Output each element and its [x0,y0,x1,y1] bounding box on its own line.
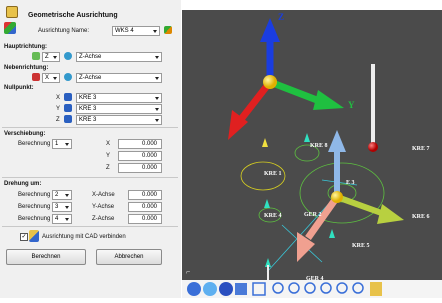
calc-label: Berechnung [18,203,50,211]
feature-label: Y [348,100,355,110]
calc-select[interactable]: 1 [52,139,72,149]
direction-select[interactable]: Z-Achse [76,73,162,83]
zoom-icon[interactable] [321,283,331,293]
feature-label: KRE 4 [264,213,282,219]
tool-icon[interactable] [187,282,201,296]
feature-label: KRE 5 [352,243,370,249]
calc-label: Berechnung [18,215,50,223]
feature-label: KRE 1 [264,171,282,177]
feature-label: KRE 8 [310,143,328,149]
section-label: Drehung um: [4,180,41,188]
axis-label: Z [56,116,60,124]
point-select[interactable]: KRE 3 [76,93,162,103]
calc-select[interactable]: 2 [52,190,72,200]
direction-icon [32,52,40,60]
value-input[interactable]: 0.000 [118,163,162,173]
zoom-icon[interactable] [273,283,283,293]
axis-label: Y [106,152,110,160]
separator [2,127,178,128]
section-label: Nebenrichtung: [4,64,48,72]
checkbox[interactable]: ✓ [20,233,28,241]
axis-label: Z [106,164,110,172]
axis-select[interactable]: X [42,73,60,83]
dialog-title: Geometrische Ausrichtung [28,12,118,20]
zoom-icon[interactable] [289,283,299,293]
point-select[interactable]: KRE 3 [76,104,162,114]
feature-label: GER 2 [304,212,322,218]
calc-label: Berechnung [18,140,50,148]
point-select[interactable]: KRE 3 [76,115,162,125]
corner-indicator: ⌐ [186,269,190,276]
toolbar-icons [182,280,442,298]
section-label: Hauptrichtung: [4,43,47,51]
feature-label: KRE 6 [412,214,430,220]
point-icon [64,115,72,123]
axis-label: X-Achse [92,191,115,199]
value-input[interactable]: 0.000 [128,202,162,212]
feature-label: KRE 7 [412,146,430,152]
feature-label: Z [278,12,284,22]
plane-icon [64,52,72,60]
value-input[interactable]: 0.000 [118,151,162,161]
zoom-icon[interactable] [353,283,363,293]
feature-label: E 3 [346,180,355,186]
button[interactable]: Abbrechen [96,249,162,265]
separator [2,177,178,178]
dialog-panel: Geometrische Ausrichtung Ausrichtung Nam… [0,0,181,298]
direction-icon [32,73,40,81]
axis-label: X [56,94,60,102]
direction-select[interactable]: Z-Achse [76,52,162,62]
viewport[interactable]: Z Y KRE 8 KRE 1 E 3 KRE 7 KRE 6 GER 2 KRE 4 KRE 5… [182,10,442,280]
object-icon [4,22,16,34]
axis-label: X [106,140,110,148]
calc-select[interactable]: 4 [52,214,72,224]
section-label: Verschiebung: [4,130,45,138]
axis-label: Z-Achse [92,215,114,223]
point-icon [64,93,72,101]
section-label: Nullpunkt: [4,84,34,92]
value-input[interactable]: 0.000 [128,190,162,200]
zoom-icon[interactable] [337,283,347,293]
toolbar [182,280,442,298]
button[interactable]: Berechnen [6,249,86,265]
page: Geometrische Ausrichtung Ausrichtung Nam… [0,0,442,298]
title-icon [6,6,18,18]
cad-icon [29,230,39,242]
zoom-icon[interactable] [305,283,315,293]
value-input[interactable]: 0.000 [118,139,162,149]
plane-icon [64,73,72,81]
tool-icon[interactable] [219,282,233,296]
axis-select[interactable]: Z [42,52,60,62]
calc-select[interactable]: 3 [52,202,72,212]
tool-icon[interactable] [203,282,217,296]
tool-icon[interactable] [253,283,265,295]
value-input[interactable]: 0.000 [128,214,162,224]
tool-icon[interactable] [370,282,382,296]
tool-icon[interactable] [235,283,247,295]
name-label: Ausrichtung Name: [38,27,89,35]
axis-icon[interactable] [164,26,172,34]
separator [2,226,178,227]
axis-label: Y [56,105,60,113]
point-icon [64,104,72,112]
axis-label: Y-Achse [92,203,114,211]
name-select[interactable]: WKS 4 [112,26,160,36]
checkbox-label: Ausrichtung mit CAD verbinden [42,233,126,241]
calc-label: Berechnung [18,191,50,199]
